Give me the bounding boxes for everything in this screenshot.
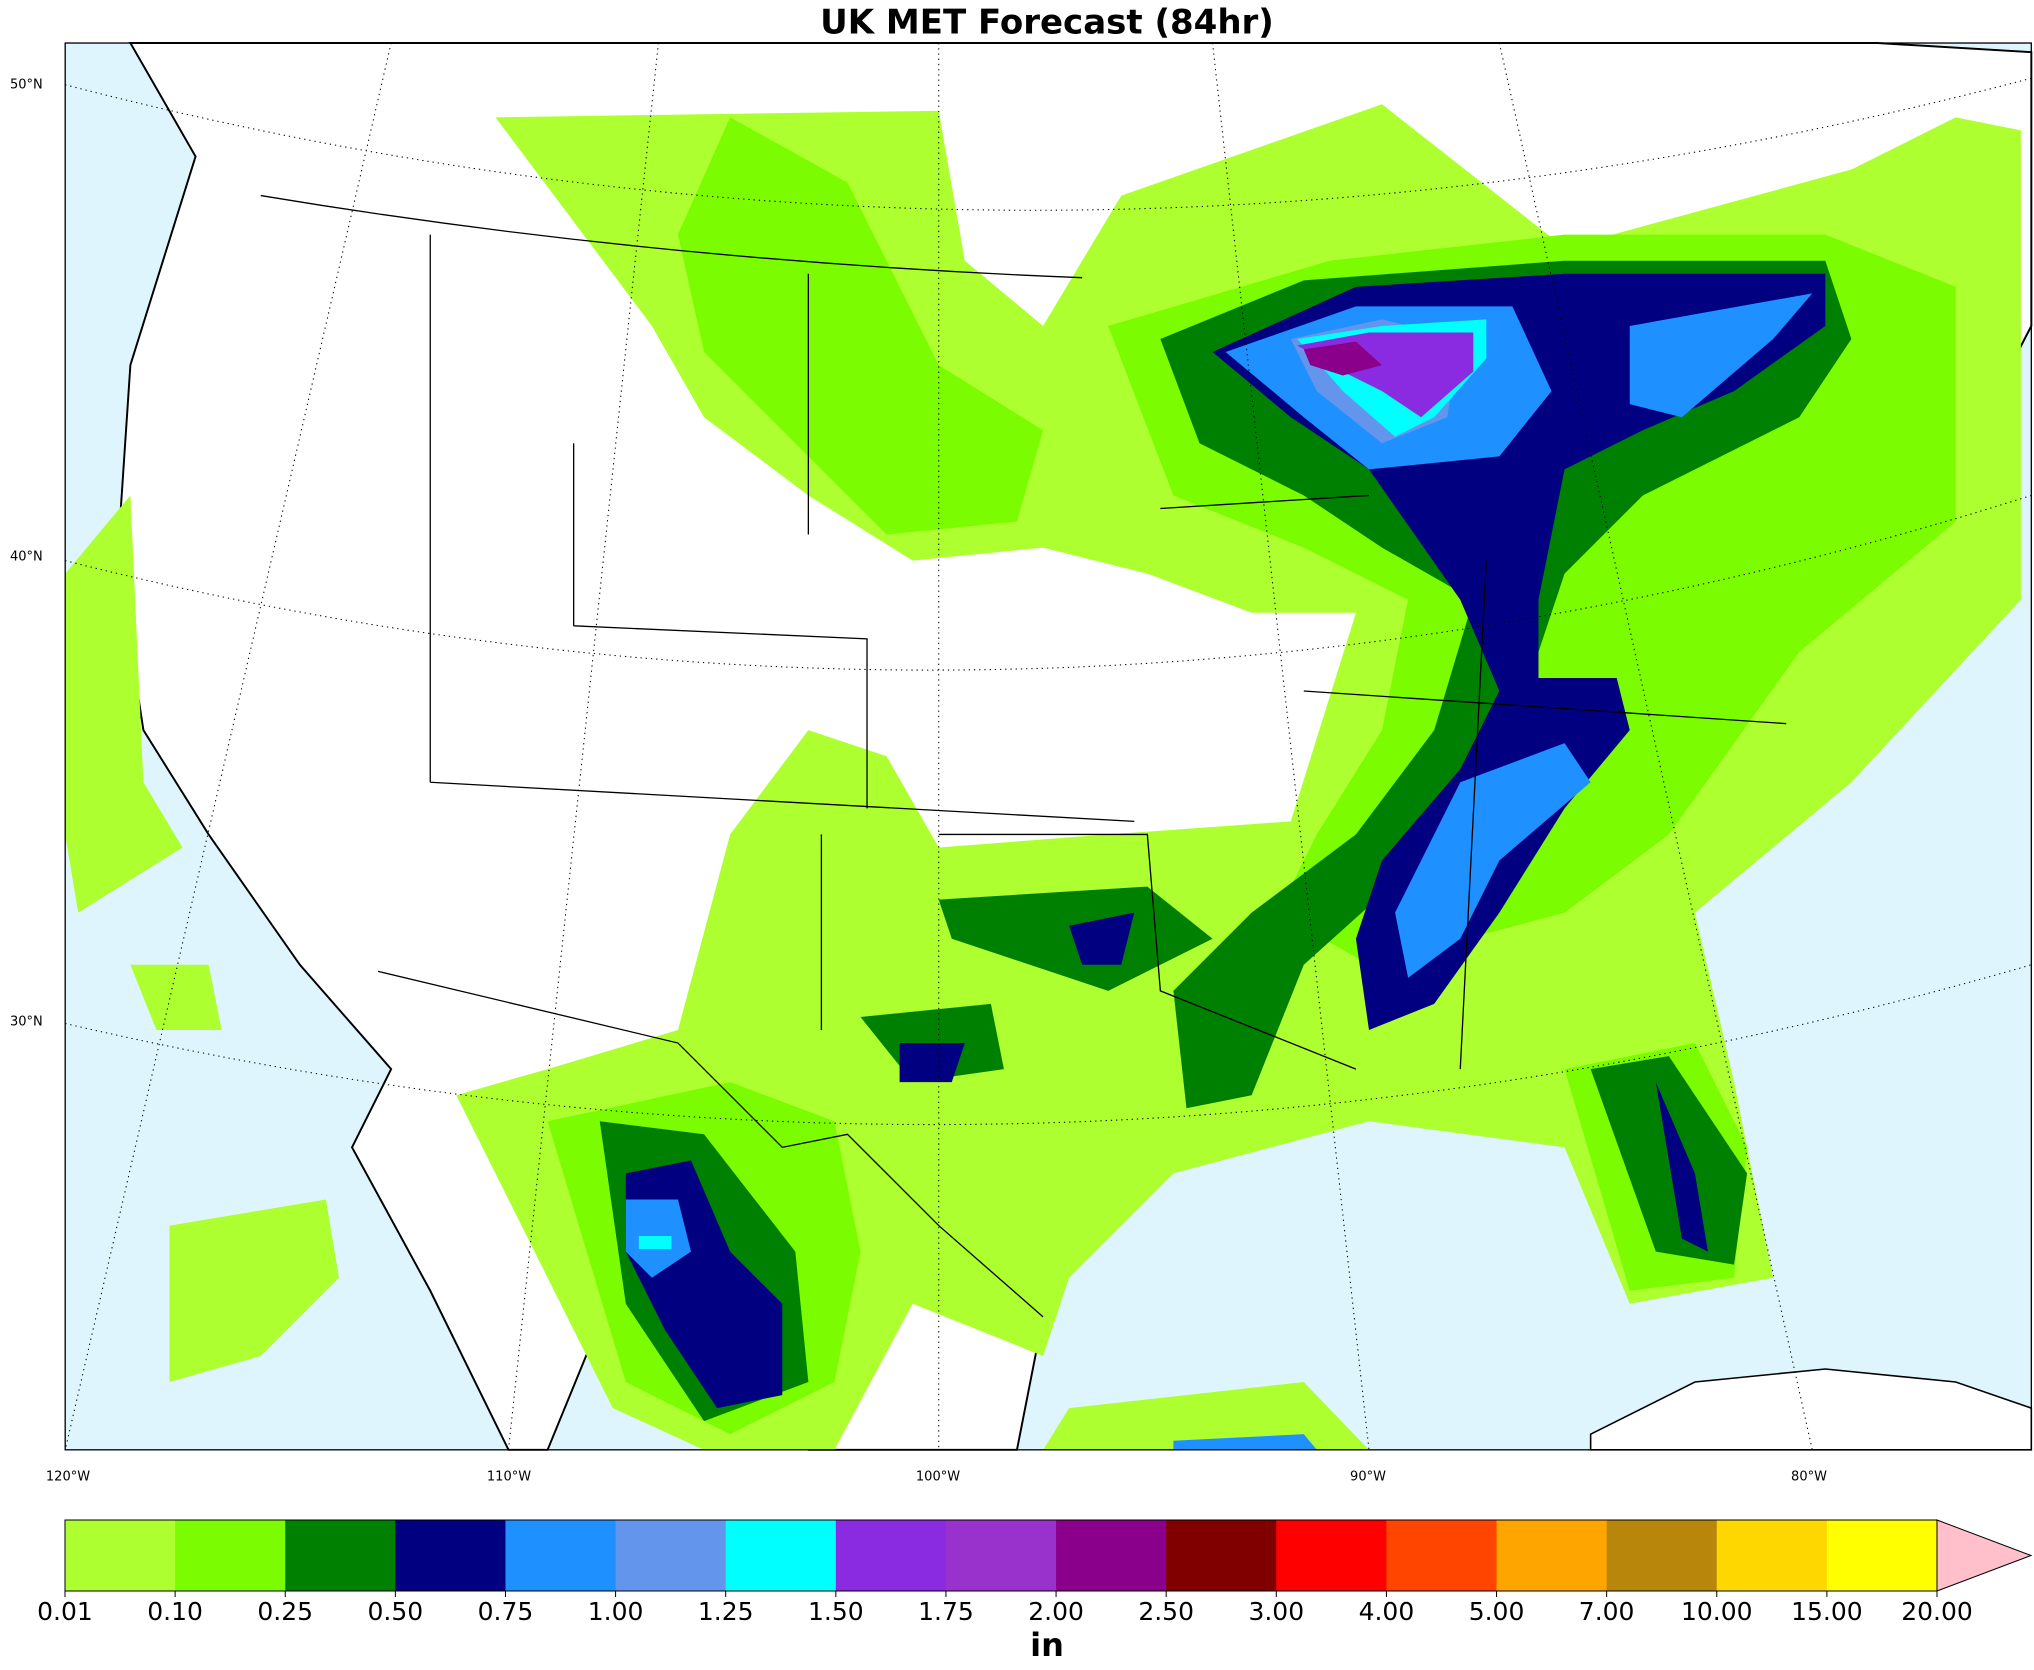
colorbar-segment	[1716, 1520, 1828, 1591]
colorbar-tick-label: 7.00	[1579, 1597, 1635, 1626]
colorbar-segment	[505, 1520, 617, 1591]
graticule	[64, 42, 2032, 1450]
colorbar-tick-label: 0.25	[257, 1597, 313, 1626]
colorbar-segment	[1826, 1520, 1938, 1591]
borders	[260, 194, 1787, 1318]
colorbar-frame	[64, 1519, 1938, 1592]
colorbar-segment	[175, 1520, 286, 1591]
precip-area	[1303, 341, 1383, 376]
lon-label: 80°W	[1791, 1470, 1827, 1485]
colorbar-segment	[725, 1520, 837, 1591]
lon-label: 110°W	[487, 1470, 531, 1485]
colorbar-segment	[835, 1520, 947, 1591]
colorbar-tick-label: 1.50	[808, 1597, 864, 1626]
precip-area	[1173, 1434, 1317, 1450]
colorbar-segment	[1276, 1520, 1387, 1591]
precip-area	[1043, 1382, 1369, 1450]
colorbar-tick-label: 0.10	[147, 1597, 203, 1626]
precipitation	[65, 104, 2021, 1450]
border	[260, 194, 1787, 1318]
colorbar-segment	[615, 1520, 727, 1591]
colorbar-segment	[285, 1520, 396, 1591]
colorbar-segment	[1166, 1520, 1277, 1591]
colorbar-segment	[1386, 1520, 1498, 1591]
colorbar-tick-label: 15.00	[1791, 1597, 1863, 1626]
colorbar-tick-label: 2.00	[1028, 1597, 1084, 1626]
map	[64, 42, 2033, 1451]
colorbar-segment	[1496, 1520, 1608, 1591]
colorbar-tick-label: 1.25	[698, 1597, 754, 1626]
colorbar-segment	[65, 1520, 176, 1591]
colorbar-segment	[395, 1520, 506, 1591]
colorbar-segment	[945, 1520, 1057, 1591]
colorbar-tick-label: 3.00	[1248, 1597, 1304, 1626]
colorbar-label: in	[1030, 1626, 1064, 1664]
colorbar-tick-label: 0.50	[368, 1597, 424, 1626]
precip-area	[638, 319, 1487, 1250]
colorbar-tick-label: 2.50	[1138, 1597, 1194, 1626]
lon-label: 100°W	[916, 1470, 960, 1485]
precip-area	[65, 495, 339, 1383]
colorbar-tick-label: 1.00	[588, 1597, 644, 1626]
colorbar-tick-label: 0.75	[478, 1597, 534, 1626]
colorbar-tick-label: 5.00	[1469, 1597, 1525, 1626]
lon-label: 90°W	[1350, 1470, 1386, 1485]
colorbar-tick-label: 10.00	[1681, 1597, 1753, 1626]
lon-label: 120°W	[46, 1470, 90, 1485]
map-frame	[64, 42, 2032, 1451]
lat-label: 50°N	[10, 78, 43, 93]
chart-title: UK MET Forecast (84hr)	[820, 3, 1274, 43]
grid-line	[64, 42, 2032, 1450]
colorbar-tick-label: 1.75	[918, 1597, 974, 1626]
precip-area	[625, 273, 1826, 1409]
colorbar-segment	[1606, 1520, 1718, 1591]
colorbar-tick-label: 0.01	[37, 1597, 93, 1626]
colorbar-tick-label: 20.00	[1901, 1597, 1973, 1626]
colorbar-extension	[1936, 1519, 2033, 1592]
lat-label: 30°N	[10, 1015, 43, 1030]
colorbar-tick-label: 4.00	[1359, 1597, 1415, 1626]
lat-label: 40°N	[10, 550, 43, 565]
precip-area	[625, 293, 1813, 1278]
colorbar-segment	[1056, 1520, 1167, 1591]
